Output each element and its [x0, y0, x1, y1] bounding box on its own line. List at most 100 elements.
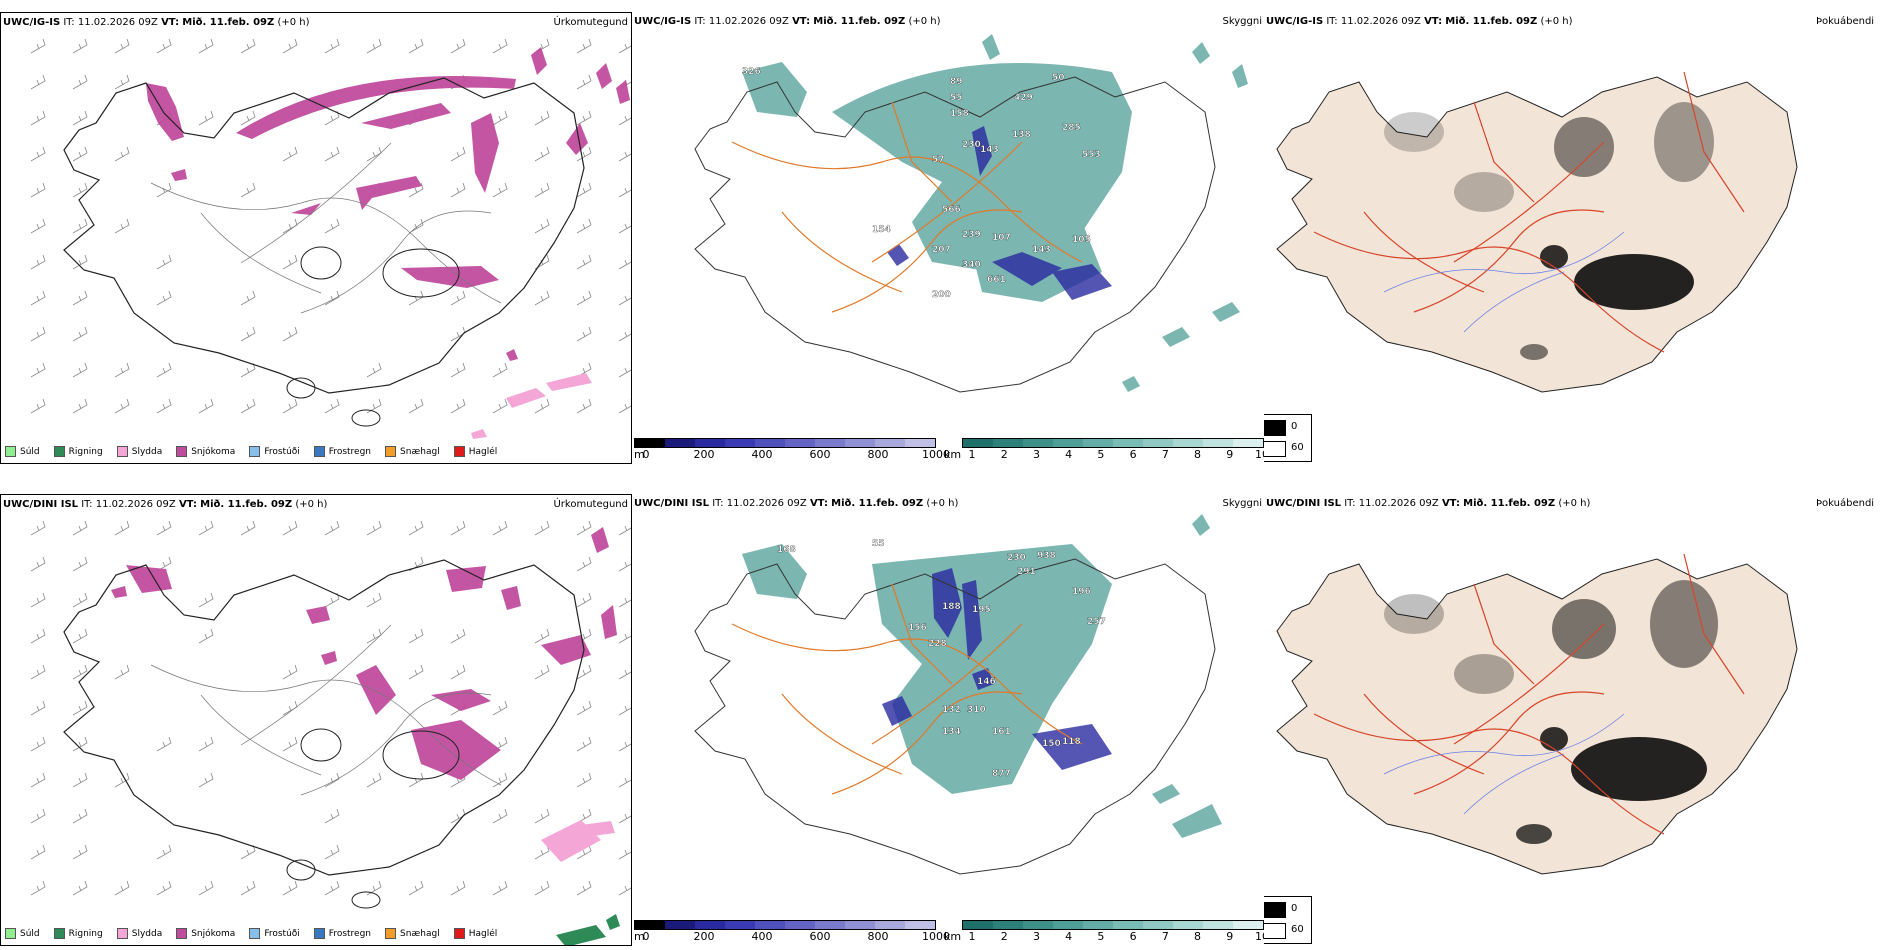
colorbar-segment: [785, 439, 815, 447]
wind-barb: [451, 399, 465, 413]
legend-swatch: [385, 446, 396, 457]
colorbar-segment: [905, 439, 935, 447]
colorbar-segment: [755, 439, 785, 447]
wind-barb: [31, 327, 45, 341]
wind-barb: [535, 881, 549, 895]
wind-barb: [157, 183, 171, 197]
visibility-m-colorbar: [634, 920, 936, 930]
colorbar-tick-label: 0: [643, 448, 650, 461]
visibility-value-label: 143: [1032, 245, 1051, 255]
fog-legend: 0 60: [1264, 414, 1312, 462]
wind-barb: [283, 255, 297, 269]
colorbar-tick-label: 600: [810, 448, 831, 461]
wind-barb: [577, 75, 591, 89]
visibility-value-label: 161: [992, 727, 1011, 737]
legend-swatch: [314, 928, 325, 939]
legend-item: Súld: [5, 928, 40, 939]
wind-barb: [31, 665, 45, 679]
wind-barb: [115, 39, 129, 53]
wind-barb: [31, 363, 45, 377]
wind-barb: [619, 845, 632, 859]
wind-barb: [577, 593, 591, 607]
visibility-value-label: 326: [742, 67, 761, 77]
colorbar-segment: [1053, 439, 1083, 447]
wind-barb: [31, 701, 45, 715]
visibility-map: 16855230 938291196188 195156228146257132 31…: [632, 494, 1264, 914]
visibility-value-label: 105: [1072, 235, 1091, 245]
wind-barb: [73, 701, 87, 715]
wind-barb: [493, 809, 507, 823]
wind-barb: [493, 701, 507, 715]
rain-areas: [556, 914, 620, 946]
wind-barb: [283, 881, 297, 895]
wind-barb: [73, 737, 87, 751]
colorbar-segment: [1083, 921, 1113, 929]
legend-item: Snjókoma: [176, 446, 235, 457]
wind-barb: [31, 521, 45, 535]
legend-item: Slydda: [117, 928, 162, 939]
wind-barb: [73, 881, 87, 895]
wind-barb: [31, 845, 45, 859]
wind-barb: [619, 809, 632, 823]
legend-swatch: [1264, 923, 1286, 939]
visibility-value-label: 143: [980, 145, 999, 155]
wind-barb: [577, 291, 591, 305]
visibility-value-label: 168: [777, 545, 796, 555]
wind-barb: [493, 363, 507, 377]
wind-barb: [619, 773, 632, 787]
wind-barb: [367, 773, 381, 787]
wind-barb: [619, 291, 632, 305]
wind-barb: [409, 881, 423, 895]
visibility-value-label: 239: [962, 230, 981, 240]
visibility-value-label: 134: [942, 727, 961, 737]
wind-barb: [73, 593, 87, 607]
wind-barb: [619, 111, 632, 125]
colorbar-segment: [993, 439, 1023, 447]
colorbar-segment: [1053, 921, 1083, 929]
fog-map: [1264, 494, 1900, 946]
visibility-value-label: 188: [942, 602, 961, 612]
colorbar-segment: [725, 921, 755, 929]
wind-barb: [199, 521, 213, 535]
wind-barb: [73, 147, 87, 161]
wind-barb: [31, 255, 45, 269]
roads: [151, 143, 501, 313]
wind-barb: [451, 39, 465, 53]
visibility-value-label: 158: [950, 109, 969, 119]
visibility-value-label: 138: [1012, 130, 1031, 140]
colorbar-tick-label: 0: [643, 930, 650, 943]
wind-barb: [283, 665, 297, 679]
wind-barb: [283, 327, 297, 341]
colorbar-segment: [1113, 921, 1143, 929]
visibility-value-label: 228: [928, 639, 947, 649]
colorbar-segment: [1203, 921, 1233, 929]
wind-barb: [283, 399, 297, 413]
precip-panel-row1: UWC/IG-IS IT: 11.02.2026 09Z VT: Mið. 11…: [0, 12, 632, 464]
colorbar-segment: [665, 921, 695, 929]
visibility-value-label: 340: [962, 260, 981, 270]
wind-barb: [325, 809, 339, 823]
wind-barb: [577, 809, 591, 823]
visibility-value-label: 156: [908, 623, 927, 633]
legend-item: Frostregn: [314, 446, 371, 457]
legend-item: Snæhagl: [385, 928, 440, 939]
legend-swatch: [176, 928, 187, 939]
colorbar-tick-label: 10: [1255, 448, 1264, 461]
colorbar-tick-label: 3: [1033, 930, 1040, 943]
legend-item: Súld: [5, 446, 40, 457]
wind-barb: [283, 147, 297, 161]
visibility-value-label: 50: [1052, 73, 1065, 83]
wind-barb: [409, 665, 423, 679]
wind-barb: [73, 111, 87, 125]
colorbar-segment: [845, 439, 875, 447]
wind-barb: [115, 399, 129, 413]
wind-barb: [241, 363, 255, 377]
legend-label: 60: [1291, 924, 1304, 935]
colorbar-segment: [695, 921, 725, 929]
wind-barb: [535, 665, 549, 679]
visibility-value-label: 107: [992, 233, 1011, 243]
colorbar-segment: [665, 439, 695, 447]
visibility-value-label: 57: [932, 155, 945, 165]
legend-item: Haglél: [454, 928, 498, 939]
wind-barb: [325, 147, 339, 161]
